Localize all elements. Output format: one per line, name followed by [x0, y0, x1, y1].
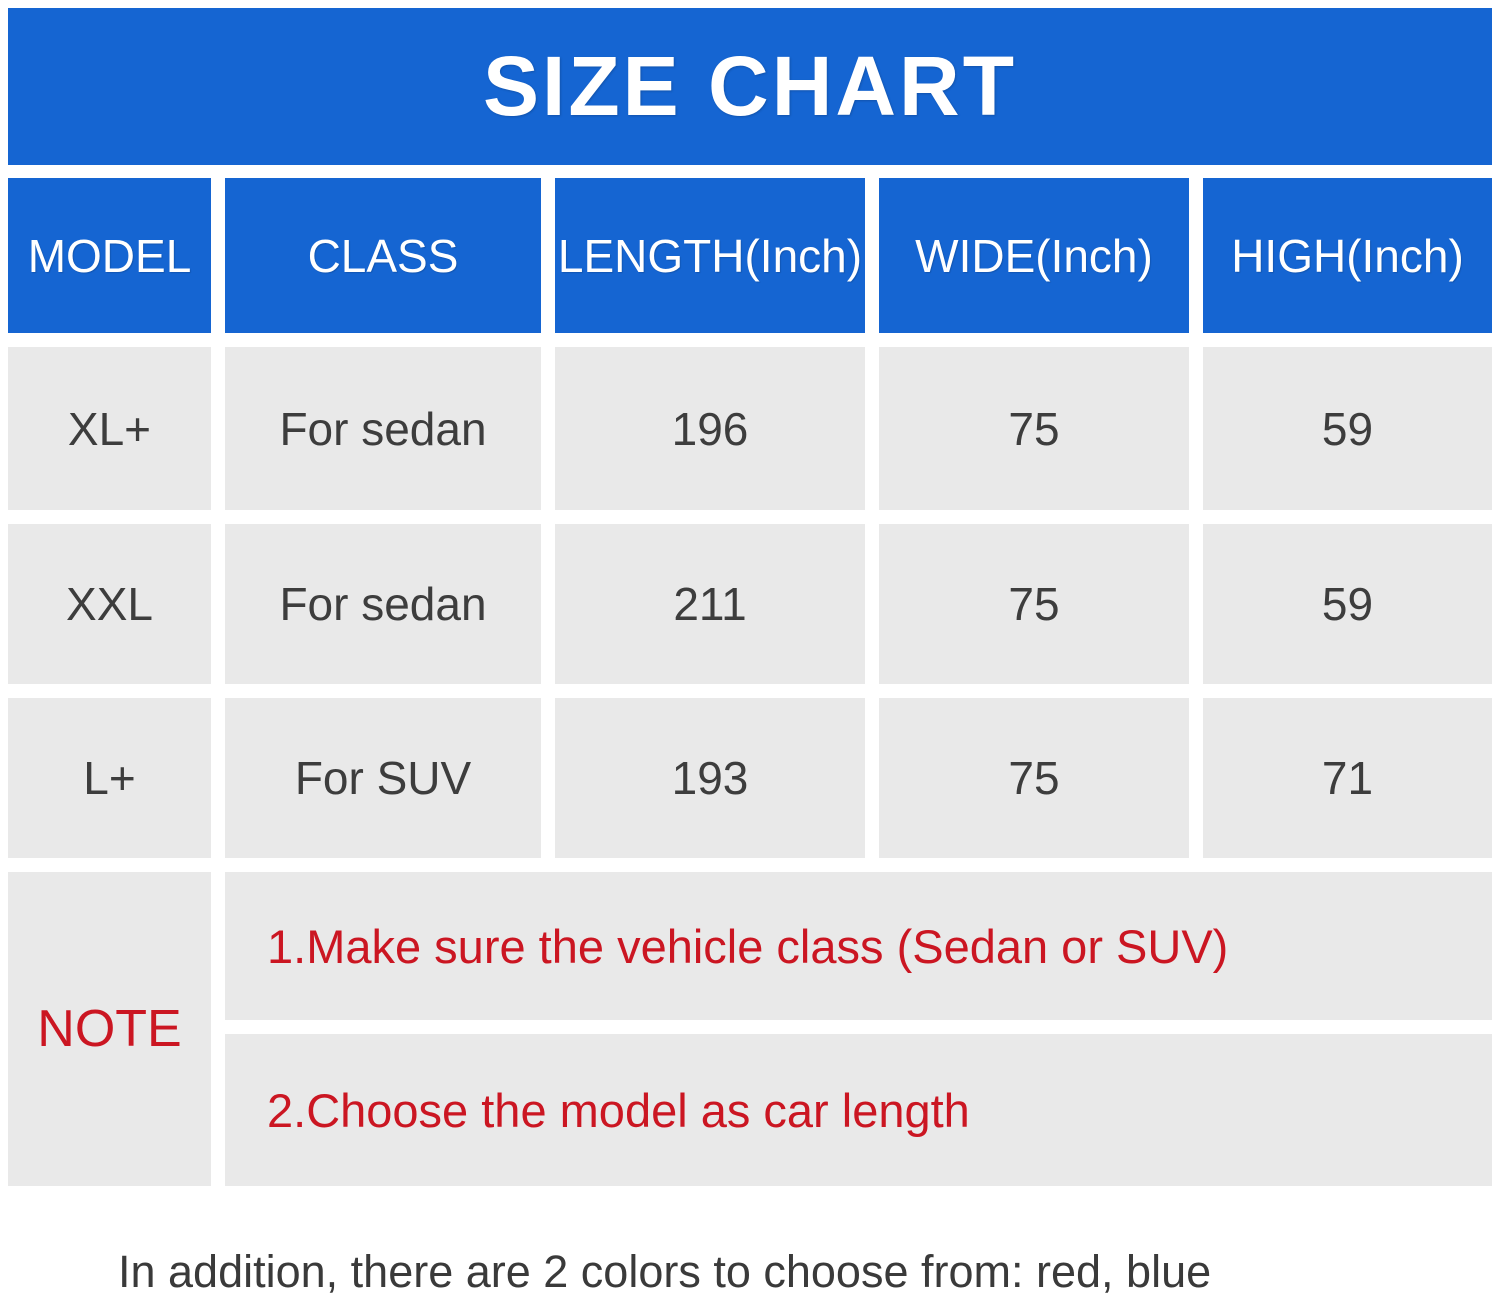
column-header-length: LENGTH(Inch) — [555, 178, 865, 333]
table-cell-model: L+ — [8, 698, 211, 858]
size-chart-table: MODEL CLASS LENGTH(Inch) WIDE(Inch) HIGH… — [8, 178, 1492, 1186]
table-cell-model: XL+ — [8, 347, 211, 510]
table-cell-length: 193 — [555, 698, 865, 858]
size-chart-banner: SIZE CHART — [8, 8, 1492, 165]
page-title: SIZE CHART — [483, 39, 1017, 133]
table-cell-class: For sedan — [225, 347, 541, 510]
table-cell-length: 196 — [555, 347, 865, 510]
table-cell-wide: 75 — [879, 524, 1189, 684]
footer-caption: In addition, there are 2 colors to choos… — [118, 1246, 1212, 1297]
table-cell-high: 59 — [1203, 524, 1492, 684]
table-cell-class: For SUV — [225, 698, 541, 858]
column-header-class: CLASS — [225, 178, 541, 333]
table-cell-model: XXL — [8, 524, 211, 684]
note-line-1: 1.Make sure the vehicle class (Sedan or … — [225, 872, 1492, 1020]
table-cell-high: 59 — [1203, 347, 1492, 510]
column-header-model: MODEL — [8, 178, 211, 333]
column-header-high: HIGH(Inch) — [1203, 178, 1492, 333]
column-header-wide: WIDE(Inch) — [879, 178, 1189, 333]
note-label: NOTE — [8, 872, 211, 1186]
table-cell-length: 211 — [555, 524, 865, 684]
note-line-2: 2.Choose the model as car length — [225, 1034, 1492, 1186]
table-cell-wide: 75 — [879, 347, 1189, 510]
table-cell-wide: 75 — [879, 698, 1189, 858]
table-cell-class: For sedan — [225, 524, 541, 684]
table-cell-high: 71 — [1203, 698, 1492, 858]
